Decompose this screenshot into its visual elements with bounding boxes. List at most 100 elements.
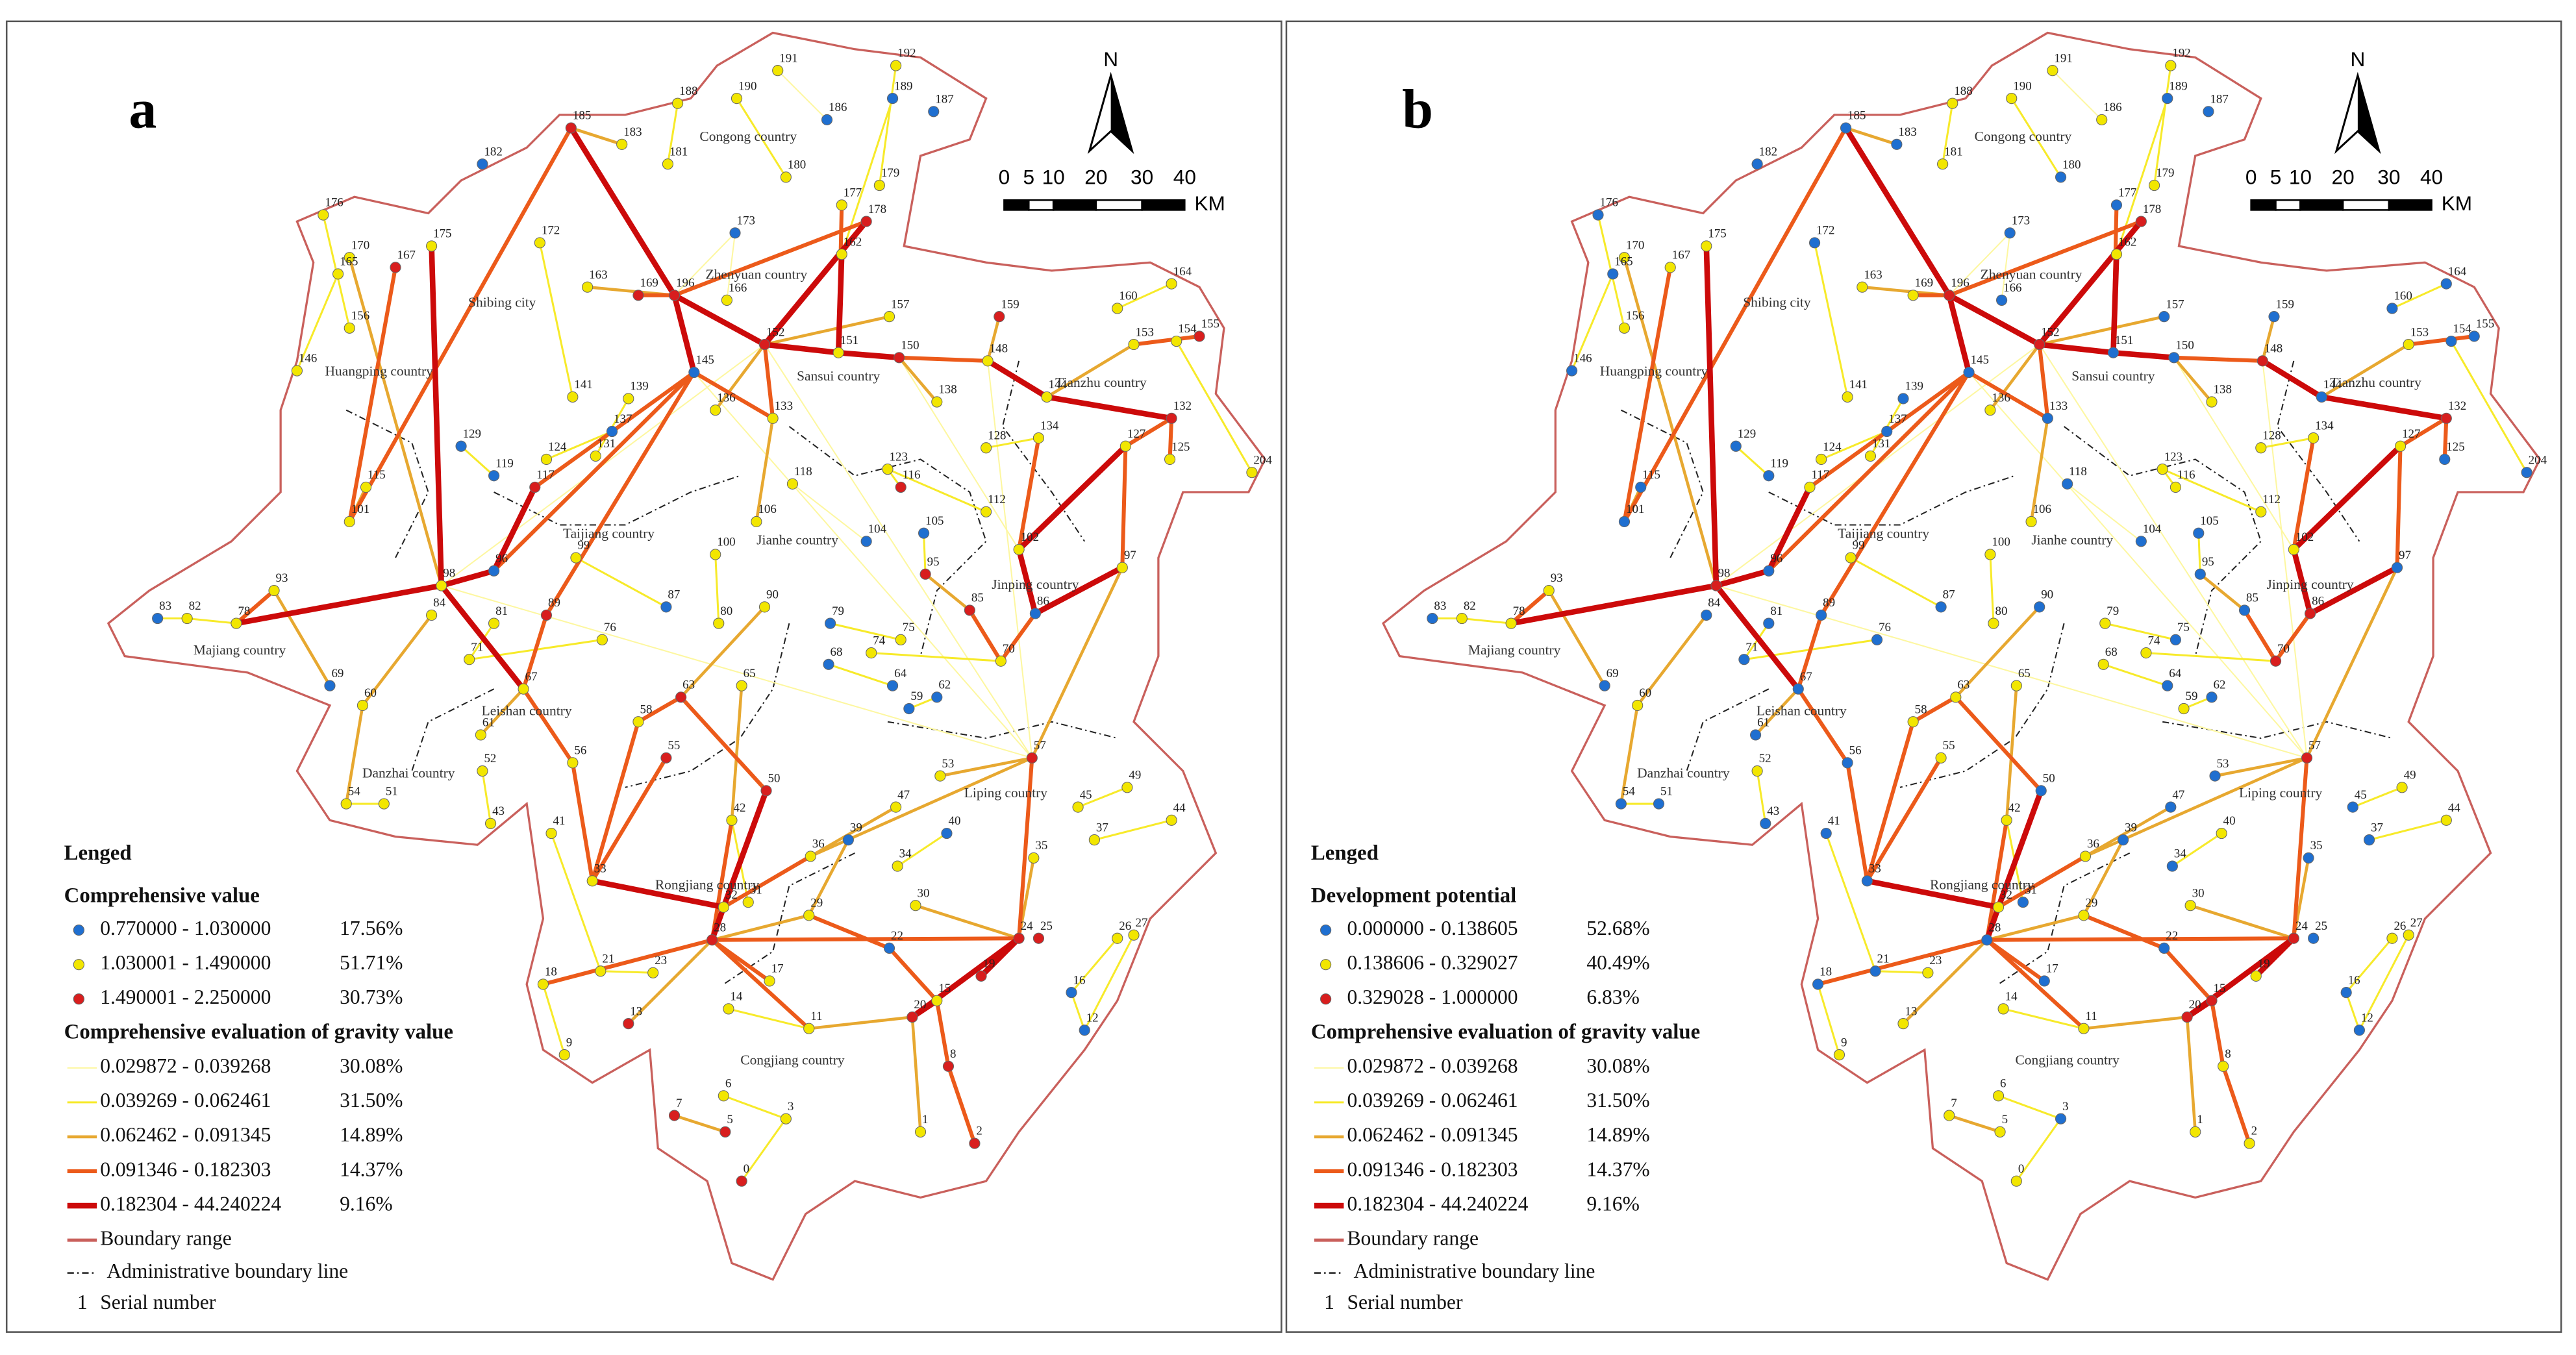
legend-range: 1.030001 - 1.490000 — [100, 951, 271, 974]
gravity-link — [1766, 370, 1971, 573]
node — [824, 617, 836, 629]
gravity-link — [2185, 1015, 2197, 1134]
node — [860, 536, 872, 547]
gravity-link — [1911, 695, 1958, 724]
gravity-link — [2173, 356, 2295, 551]
node — [736, 680, 747, 691]
gravity-link — [468, 622, 495, 661]
node — [2303, 852, 2314, 864]
node — [1072, 801, 1084, 813]
gravity-link — [2161, 468, 2262, 513]
node — [2440, 814, 2452, 826]
node-label: 185 — [1847, 109, 1866, 123]
node-label: 41 — [1828, 814, 1840, 828]
gravity-link — [2172, 356, 2214, 404]
node — [2062, 478, 2073, 490]
node-label: 155 — [2476, 317, 2494, 331]
gravity-link — [2145, 652, 2277, 662]
scale-label: 20 — [1084, 166, 1107, 189]
node — [892, 860, 903, 872]
node-label: 78 — [1513, 604, 1525, 618]
gravity-link — [492, 370, 696, 573]
gravity-link — [2450, 340, 2528, 474]
node — [464, 654, 475, 665]
node-label: 167 — [397, 248, 416, 262]
node — [2363, 834, 2375, 846]
node — [2270, 655, 2282, 667]
node-label: 163 — [589, 268, 607, 282]
node-label: 53 — [942, 757, 954, 771]
node-label: 16 — [2348, 973, 2360, 987]
node — [2206, 995, 2218, 1006]
node-label: 26 — [1119, 919, 1131, 933]
node — [567, 391, 579, 403]
node — [842, 834, 854, 846]
node-label: 0 — [744, 1162, 749, 1176]
node — [2055, 1113, 2067, 1125]
node-label: 71 — [471, 640, 483, 654]
node — [780, 171, 792, 183]
node — [660, 752, 672, 764]
node-label: 17 — [771, 962, 784, 976]
node-label: 68 — [831, 645, 843, 659]
node-label: 67 — [525, 670, 538, 684]
node-label: 139 — [630, 380, 648, 393]
county-label: Jianhe country — [757, 532, 838, 548]
node-label: 86 — [2312, 595, 2324, 608]
node-label: 70 — [2277, 642, 2290, 656]
node-label: 128 — [2262, 429, 2281, 442]
gravity-link — [361, 614, 433, 707]
node-label: 60 — [1639, 686, 1651, 700]
node-label: 185 — [573, 109, 591, 123]
node — [545, 827, 557, 839]
node — [2017, 897, 2029, 908]
node-label: 33 — [594, 862, 606, 875]
gravity-link — [679, 695, 769, 793]
county-label: Congjiang country — [2015, 1052, 2120, 1068]
gravity-link — [460, 445, 495, 477]
gravity-link — [679, 605, 766, 699]
node — [540, 453, 553, 466]
node-label: 163 — [1864, 268, 1882, 282]
gravity-link — [2197, 532, 2201, 575]
county-label: Sansui country — [797, 368, 880, 384]
node — [890, 801, 902, 813]
node-label: 84 — [433, 596, 445, 610]
node — [2135, 216, 2147, 227]
gravity-link — [2010, 97, 2062, 179]
node — [2440, 278, 2452, 290]
node — [886, 680, 899, 691]
node — [934, 770, 946, 782]
node-label: 180 — [2062, 158, 2081, 172]
node — [1032, 432, 1045, 444]
gravity-link — [347, 256, 444, 588]
gravity-link — [2260, 358, 2325, 400]
node-label: 35 — [1035, 839, 1047, 852]
node-label: 204 — [2529, 453, 2547, 467]
gravity-link — [545, 430, 614, 460]
node-label: 56 — [1849, 744, 1862, 758]
gravity-link — [808, 805, 897, 858]
county-label: Majiang country — [194, 642, 286, 658]
gravity-link — [730, 684, 744, 822]
gravity-link — [755, 417, 775, 523]
legend-node — [73, 993, 84, 1005]
node-label: 47 — [897, 788, 910, 802]
node — [2301, 752, 2313, 764]
legend-node — [73, 925, 84, 936]
node — [1710, 580, 1722, 591]
node — [1592, 209, 1604, 221]
node-label: 40 — [948, 814, 960, 828]
gravity-link — [1756, 770, 1767, 825]
node — [1992, 901, 2005, 913]
gravity-link — [710, 938, 811, 1031]
node — [488, 470, 500, 482]
node-label: 22 — [2166, 929, 2178, 943]
node — [1808, 237, 1821, 249]
node-label: 7 — [1951, 1097, 1957, 1110]
gravity-link — [2253, 935, 2297, 979]
node — [2006, 93, 2018, 105]
node — [903, 702, 915, 715]
node-label: 162 — [2118, 235, 2136, 249]
node — [1738, 654, 1750, 665]
